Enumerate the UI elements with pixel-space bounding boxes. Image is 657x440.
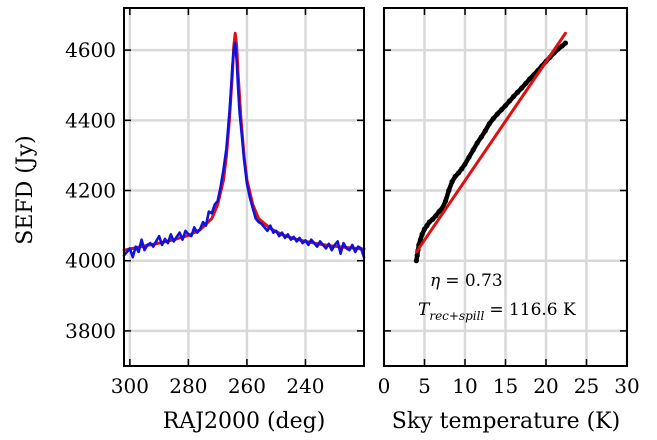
data-point [482,128,488,134]
data-point [449,179,455,185]
left-panel: 300 280 260 240 3800 4000 4200 4400 4600 [65,7,366,398]
data-point [452,173,458,180]
data-point [462,161,468,167]
fit-line [122,31,366,252]
data-point [466,154,472,160]
t-subscript: rec+spill [429,309,484,323]
fit-line [414,31,567,254]
y-tick-label: 4000 [65,249,116,273]
left-x-axis-label: RAJ2000 (deg) [163,409,326,434]
data-point [494,111,500,117]
x-tick-label: 260 [228,374,266,398]
data-point [446,187,452,194]
data-point [417,237,424,243]
data-point [430,216,436,222]
eta-value: = 0.73 [445,271,503,291]
data-point [519,85,525,91]
right-x-axis-label: Sky temperature (K) [392,409,620,434]
data-point [419,231,425,237]
y-tick-label: 4400 [65,108,116,132]
trec-annotation: Trec+spill = 116.6 K [418,300,576,323]
x-tick-label: 0 [378,374,391,398]
data-point [527,76,533,82]
x-tick-label: 5 [418,374,431,398]
x-tick-label: 25 [574,374,599,398]
t-symbol: T [418,300,431,320]
data-point [502,102,509,109]
x-tick-label: 240 [286,374,324,398]
x-tick-label: 10 [452,374,477,398]
data-point [498,107,505,113]
fit-annotation: η = 0.73 Trec+spill = 116.6 K [418,271,576,323]
right-panel: 0 5 10 15 20 25 30 [378,7,640,398]
axes-frame [123,7,365,367]
t-value: = 116.6 K [489,300,576,320]
data-point [474,140,480,146]
y-axis-label: SEFD (Jy) [13,135,38,244]
data-point [455,170,462,176]
data-point [470,147,476,153]
data-point [478,134,484,140]
x-tick-label: 30 [614,374,639,398]
eta-annotation: η = 0.73 [430,271,503,291]
data-point [510,93,517,100]
data-point [413,258,419,264]
data-point [433,213,439,219]
data-point [442,198,449,204]
data-line [122,41,366,259]
data-point [506,98,513,104]
data-trace [414,40,568,263]
y-tick-label: 4200 [65,179,116,203]
eta-symbol: η [430,271,441,291]
y-tick-label: 4600 [65,38,116,62]
data-point [414,252,420,259]
data-point [523,80,529,87]
data-point [459,166,465,172]
data-point [515,89,521,95]
x-tick-label: 280 [169,374,207,398]
x-tick-label: 20 [533,374,558,398]
y-tick-label: 3800 [65,319,116,343]
data-point [490,115,496,122]
data-point [486,121,492,127]
data-point [562,40,569,46]
x-tick-label: 15 [493,374,518,398]
data-point [436,208,442,215]
x-tick-label: 300 [111,374,149,398]
